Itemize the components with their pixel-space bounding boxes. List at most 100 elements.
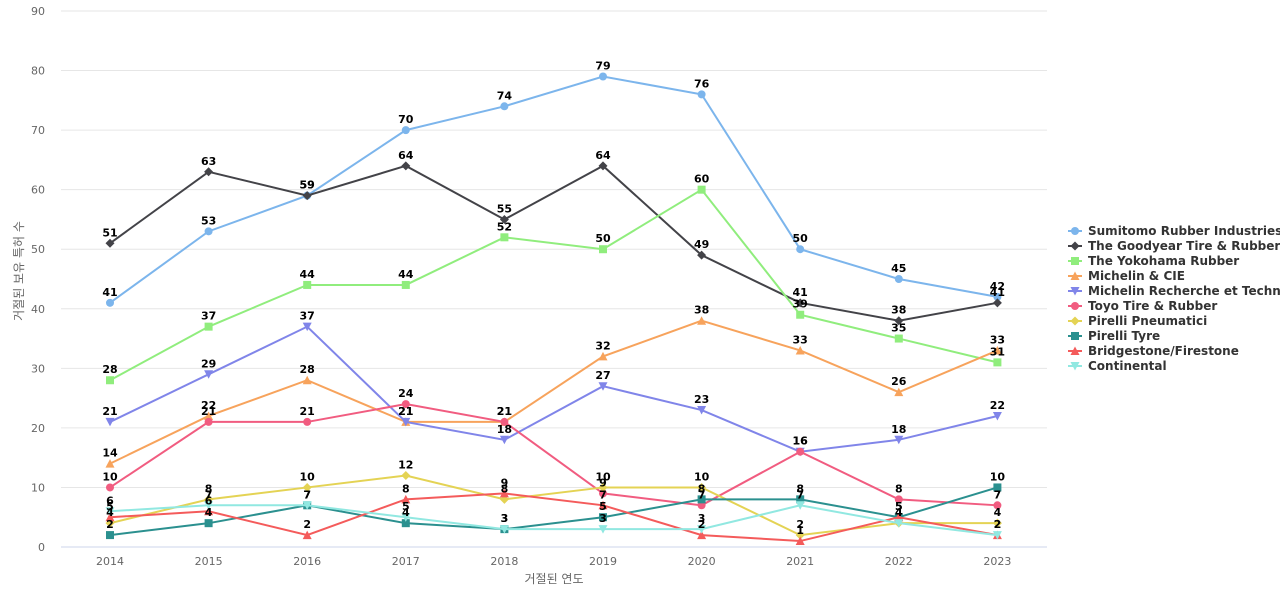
data-label: 8 <box>205 482 213 495</box>
data-point <box>795 530 805 540</box>
data-point <box>599 72 607 81</box>
data-point <box>894 495 903 504</box>
legend-label: The Goodyear Tire & Rubber <box>1088 239 1280 253</box>
series-layer <box>105 72 1002 546</box>
data-label: 10 <box>694 470 710 483</box>
series-3 <box>105 316 1002 468</box>
y-tick-label: 10 <box>31 481 45 494</box>
series-line <box>109 486 998 537</box>
legend-item[interactable]: Michelin & CIE <box>1068 269 1185 283</box>
data-point <box>401 519 410 528</box>
data-point <box>401 494 411 504</box>
data-point <box>303 280 312 289</box>
data-label: 2 <box>106 518 114 531</box>
data-point <box>499 214 509 224</box>
data-label: 3 <box>599 512 607 525</box>
data-point <box>598 382 608 391</box>
data-point <box>796 245 805 254</box>
x-tick-label: 2016 <box>293 555 321 568</box>
data-labels: 4153597074797650454251635964556449413841… <box>102 60 1005 538</box>
legend-label: Bridgestone/Firestone <box>1088 344 1239 358</box>
data-point <box>204 322 213 331</box>
data-point <box>105 507 115 516</box>
data-point <box>599 513 607 522</box>
legend-label: Michelin & CIE <box>1088 269 1185 283</box>
legend-item[interactable]: Continental <box>1068 359 1167 373</box>
data-point <box>303 417 312 426</box>
series-line <box>109 325 998 453</box>
data-point <box>894 435 904 445</box>
data-label: 28 <box>300 363 315 376</box>
data-label: 9 <box>501 476 509 489</box>
legend-item[interactable]: Bridgestone/Firestone <box>1068 344 1239 358</box>
data-label: 21 <box>102 405 117 418</box>
data-label: 4 <box>895 506 903 519</box>
data-point <box>106 531 114 540</box>
data-label: 79 <box>595 60 610 73</box>
data-point <box>401 280 410 289</box>
data-label: 9 <box>599 476 607 489</box>
data-label: 5 <box>402 500 410 513</box>
data-label: 64 <box>595 149 611 162</box>
data-label: 8 <box>698 482 706 495</box>
data-point <box>499 435 509 445</box>
legend-label: Pirelli Pneumatici <box>1088 314 1207 328</box>
legend-item[interactable]: Michelin Recherche et Techn... <box>1068 284 1280 298</box>
series-2 <box>106 185 1002 385</box>
data-label: 44 <box>300 268 316 281</box>
legend-marker <box>1070 362 1080 371</box>
data-point <box>598 482 608 492</box>
data-label: 32 <box>595 339 610 352</box>
data-label: 21 <box>497 405 512 418</box>
x-tick-label: 2019 <box>589 555 617 568</box>
legend-item[interactable]: Pirelli Tyre <box>1068 329 1160 343</box>
data-point <box>697 525 707 534</box>
data-label: 7 <box>994 488 1002 501</box>
data-point <box>795 298 805 308</box>
data-label: 7 <box>599 488 607 501</box>
data-label: 74 <box>497 89 513 102</box>
data-point <box>697 250 707 260</box>
data-label: 33 <box>990 333 1005 346</box>
data-label: 2 <box>994 518 1002 531</box>
data-label: 38 <box>694 304 709 317</box>
series-line <box>109 492 998 543</box>
data-point <box>500 102 509 111</box>
legend-item[interactable]: Sumitomo Rubber Industries <box>1068 224 1280 238</box>
legend-item[interactable]: Pirelli Pneumatici <box>1068 314 1207 328</box>
legend-item[interactable]: The Goodyear Tire & Rubber <box>1068 239 1280 253</box>
data-point <box>302 482 312 492</box>
data-point <box>302 530 312 540</box>
data-point <box>697 316 707 325</box>
data-label: 8 <box>796 482 804 495</box>
data-point <box>499 488 509 498</box>
data-point <box>401 400 410 409</box>
data-point <box>204 227 213 236</box>
legend-marker <box>1071 332 1079 340</box>
legend-item[interactable]: The Yokohama Rubber <box>1068 254 1239 268</box>
legend-label: Pirelli Tyre <box>1088 329 1160 343</box>
legend-label: Continental <box>1088 359 1167 373</box>
data-label: 49 <box>694 238 709 251</box>
data-label: 33 <box>793 333 808 346</box>
series-0 <box>106 72 1002 307</box>
data-label: 52 <box>497 220 512 233</box>
data-label: 63 <box>201 155 216 168</box>
data-label: 37 <box>300 310 315 323</box>
data-label: 29 <box>201 357 216 370</box>
data-label: 10 <box>990 470 1006 483</box>
data-point <box>796 495 805 504</box>
y-tick-label: 40 <box>31 303 45 316</box>
legend-item[interactable]: Toyo Tire & Rubber <box>1068 299 1217 313</box>
data-point <box>697 495 706 504</box>
data-label: 53 <box>201 214 216 227</box>
data-label: 8 <box>895 482 903 495</box>
y-tick-label: 50 <box>31 243 45 256</box>
data-point <box>993 292 1002 301</box>
legend-marker <box>1071 302 1079 310</box>
data-point <box>204 370 214 379</box>
data-label: 38 <box>891 304 906 317</box>
data-label: 21 <box>398 405 413 418</box>
y-tick-label: 90 <box>31 5 45 18</box>
